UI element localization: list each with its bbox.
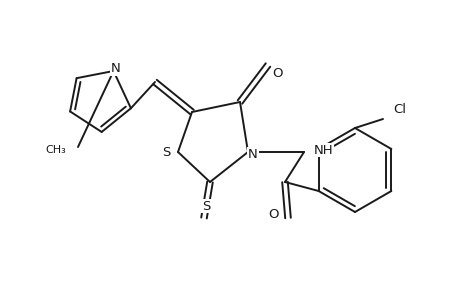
Text: S: S: [162, 146, 170, 158]
Text: O: O: [272, 67, 283, 80]
Text: N: N: [247, 148, 257, 160]
Text: NH: NH: [313, 143, 333, 157]
Text: Cl: Cl: [392, 103, 405, 116]
Text: N: N: [111, 62, 120, 76]
Text: CH₃: CH₃: [45, 145, 66, 155]
Text: S: S: [202, 200, 210, 212]
Text: O: O: [268, 208, 279, 220]
